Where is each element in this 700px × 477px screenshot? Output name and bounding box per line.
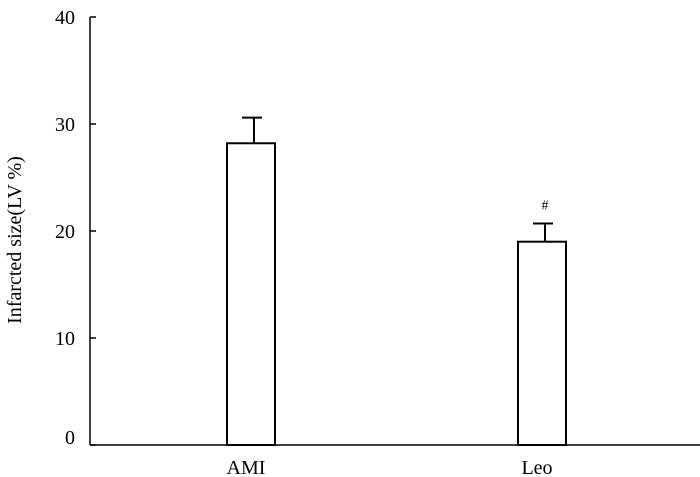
y-ticks: 0 10 20 30 40 <box>55 7 96 449</box>
y-tick-label: 20 <box>55 221 75 243</box>
y-tick-label: 30 <box>55 114 75 136</box>
x-category-label: Leo <box>521 457 552 477</box>
y-tick-label: 10 <box>55 328 75 350</box>
x-labels: AMI Leo <box>227 457 553 477</box>
x-category-label: AMI <box>227 457 266 477</box>
bar <box>226 142 276 446</box>
y-axis-title: Infarcted size(LV %) <box>4 156 26 324</box>
y-axis: 0 10 20 30 40 <box>55 7 96 449</box>
y-tick-label: 40 <box>55 7 75 29</box>
bar <box>517 240 567 446</box>
significance-marker: # <box>542 199 549 214</box>
y-tick-label: 0 <box>65 427 75 449</box>
bars: # <box>226 116 567 446</box>
x-axis: AMI Leo <box>90 444 700 477</box>
